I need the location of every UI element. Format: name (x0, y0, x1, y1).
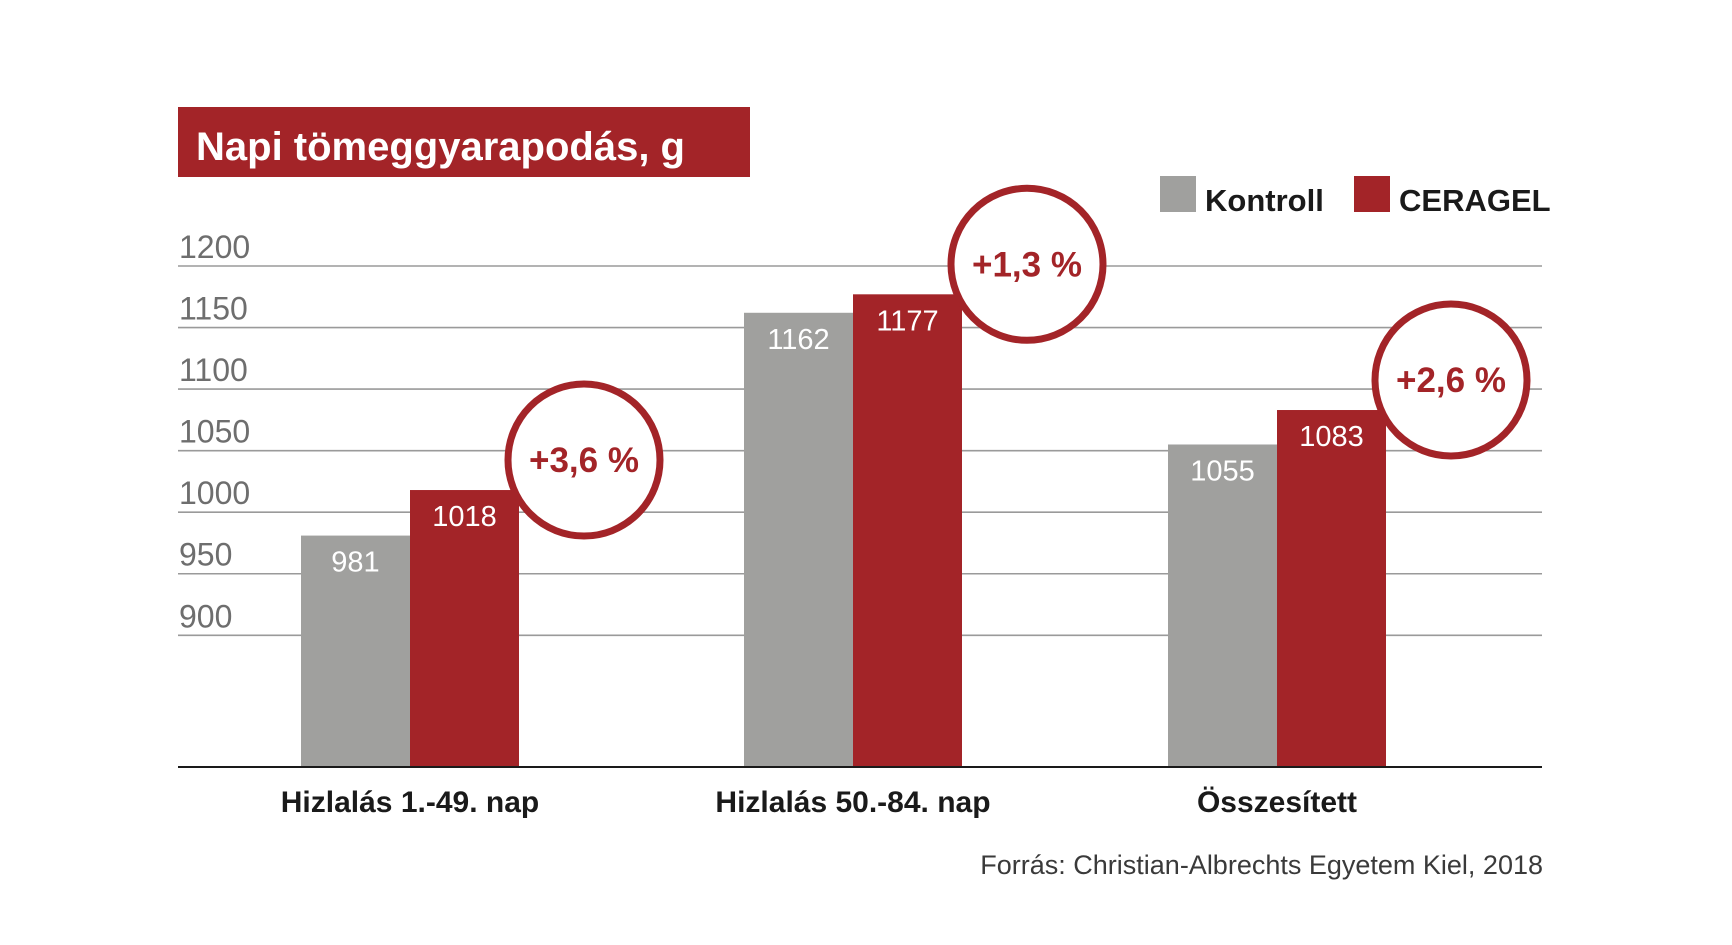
bar-value-label: 1083 (1299, 421, 1364, 453)
chart-title-box (178, 107, 750, 177)
change-badge-text: +2,6 % (1396, 361, 1506, 400)
bars (301, 294, 1386, 767)
y-axis-ticks: 900 950 1000 1050 1100 1150 1200 (179, 229, 250, 634)
change-badge-text: +1,3 % (972, 245, 1082, 284)
y-tick-label: 950 (179, 537, 232, 573)
bar-ceragel-2 (1277, 410, 1386, 767)
category-label: Hizlalás 1.-49. nap (281, 786, 539, 819)
bar-value-label: 1162 (767, 324, 829, 356)
chart-title-text: Napi tömeggyarapodás, g (196, 125, 685, 169)
bar-value-label: 1018 (432, 501, 497, 533)
change-badge-circle (504, 380, 664, 540)
category-labels: Hizlalás 1.-49. nap Hizlalás 50.-84. nap Ö… (281, 786, 1357, 819)
legend: Kontroll CERAGEL (1160, 176, 1551, 218)
bar-value-label: 1177 (876, 305, 938, 337)
y-tick-label: 900 (179, 598, 232, 634)
y-tick-label: 1000 (179, 475, 250, 511)
value-labels: 981 1018 1162 1177 1055 1083 (331, 305, 1363, 578)
legend-swatch-kontroll (1160, 176, 1196, 212)
change-badge-circle (1371, 300, 1531, 460)
bar-kontroll-1 (744, 312, 853, 767)
bar-kontroll-0 (301, 535, 410, 767)
chart-title: Napi tömeggyarapodás, g (178, 107, 750, 177)
bar-kontroll-2 (1168, 444, 1277, 767)
source-note: Forrás: Christian-Albrechts Egyetem Kiel… (980, 850, 1543, 880)
bar-value-label: 981 (331, 547, 379, 579)
bar-value-label: 1055 (1190, 455, 1255, 487)
change-badge-circle (947, 184, 1107, 344)
category-label: Hizlalás 50.-84. nap (715, 786, 990, 819)
y-tick-label: 1200 (179, 229, 250, 265)
change-badge-text: +3,6 % (529, 441, 639, 480)
bar-ceragel-0 (410, 490, 519, 767)
category-label: Összesített (1197, 786, 1357, 819)
bar-ceragel-1 (853, 294, 962, 767)
y-tick-label: 1150 (179, 291, 248, 327)
legend-swatch-ceragel (1354, 176, 1390, 212)
change-badges: +3,6 % +1,3 % +2,6 % (504, 184, 1531, 540)
y-tick-label: 1100 (179, 352, 248, 388)
legend-label-kontroll: Kontroll (1205, 183, 1324, 218)
y-tick-label: 1050 (179, 414, 250, 450)
legend-label-ceragel: CERAGEL (1399, 183, 1551, 218)
